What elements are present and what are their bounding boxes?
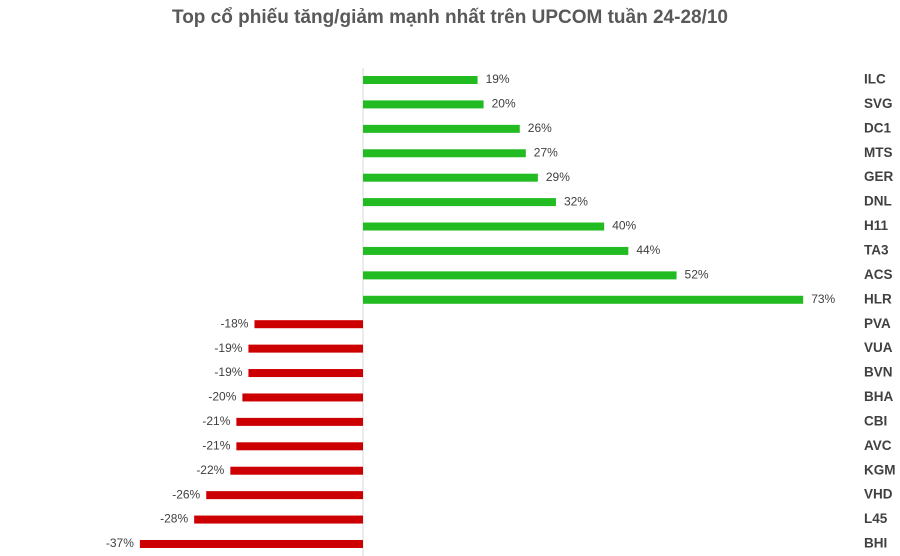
- bar: [363, 100, 484, 109]
- value-label: -19%: [214, 365, 242, 379]
- category-label: BHI: [864, 536, 887, 551]
- category-label: HLR: [864, 291, 892, 306]
- category-label: H11: [864, 218, 889, 233]
- value-label: -19%: [214, 341, 242, 355]
- value-label: -26%: [172, 487, 200, 501]
- category-label: PVA: [864, 316, 891, 331]
- value-label: -20%: [208, 390, 236, 404]
- category-label: L45: [864, 511, 888, 526]
- category-label: VUA: [864, 340, 893, 355]
- value-label: 73%: [811, 292, 835, 306]
- category-label: DNL: [864, 194, 892, 209]
- bar: [363, 198, 556, 207]
- bar: [236, 417, 363, 426]
- value-label: 44%: [636, 243, 660, 257]
- bar: [230, 466, 363, 475]
- value-label: -21%: [202, 438, 230, 452]
- bar: [363, 124, 520, 133]
- bar: [363, 222, 605, 231]
- bar: [363, 173, 538, 182]
- chart-title: Top cổ phiếu tăng/giảm mạnh nhất trên UP…: [172, 7, 728, 28]
- value-label: 26%: [528, 121, 552, 135]
- bar: [139, 539, 363, 548]
- value-label: -28%: [160, 512, 188, 526]
- value-label: 52%: [685, 268, 709, 282]
- category-label: KGM: [864, 462, 896, 477]
- bar: [206, 491, 363, 500]
- category-label: GER: [864, 169, 894, 184]
- value-label: 40%: [612, 219, 636, 233]
- bar: [363, 295, 804, 304]
- category-label: AVC: [864, 438, 892, 453]
- value-label: -18%: [220, 316, 248, 330]
- value-label: 27%: [534, 145, 558, 159]
- bar: [236, 442, 363, 451]
- bar: [363, 271, 677, 280]
- value-label: 19%: [486, 72, 510, 86]
- category-label: TA3: [864, 243, 889, 258]
- value-label: 32%: [564, 194, 588, 208]
- category-label: DC1: [864, 120, 891, 135]
- bar: [363, 246, 629, 255]
- category-label: BVN: [864, 365, 893, 380]
- category-label: BHA: [864, 389, 893, 404]
- bar: [194, 515, 363, 524]
- value-label: -21%: [202, 414, 230, 428]
- category-label: SVG: [864, 96, 893, 111]
- value-label: 20%: [492, 97, 516, 111]
- value-label: -37%: [106, 536, 134, 550]
- category-label: ACS: [864, 267, 893, 282]
- category-label: CBI: [864, 413, 887, 428]
- category-label: VHD: [864, 487, 893, 502]
- bar: [363, 76, 478, 84]
- bar: [363, 149, 526, 158]
- value-label: -22%: [196, 463, 224, 477]
- value-label: 29%: [546, 170, 570, 184]
- bar: [248, 344, 363, 353]
- category-label: MTS: [864, 145, 893, 160]
- category-label: ILC: [864, 72, 886, 87]
- bar: [254, 320, 363, 329]
- bar: [242, 393, 363, 402]
- bar: [248, 369, 363, 378]
